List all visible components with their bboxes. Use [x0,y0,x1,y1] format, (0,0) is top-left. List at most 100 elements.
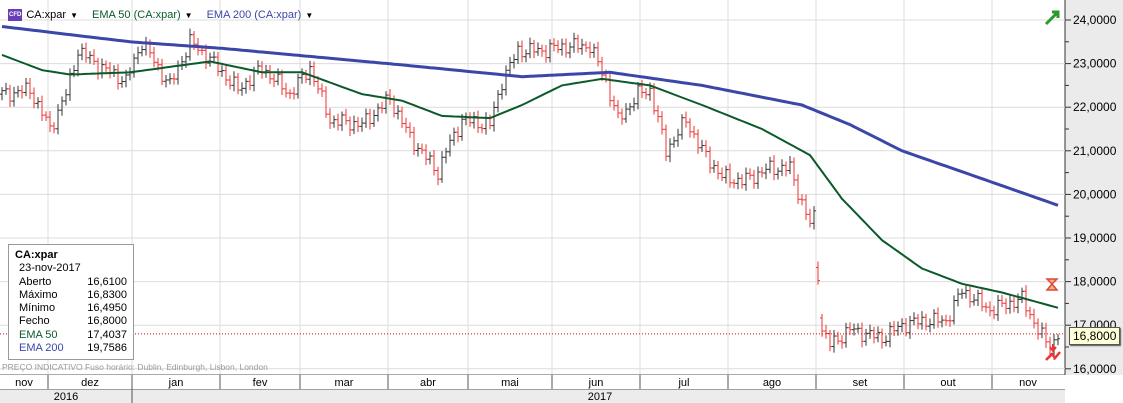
ohlc-bar [172,73,176,85]
info-label: EMA 50 [19,328,58,341]
ohlc-bar [956,288,960,307]
month-label: mar [335,377,354,389]
month-label: mai [501,377,519,389]
ohlc-bar [344,108,348,125]
ohlc-bar [928,318,932,333]
ohlc-bar [628,102,632,116]
dropdown-arrow-icon[interactable]: ▼ [70,11,79,20]
ohlc-bar [652,83,656,115]
ohlc-bar [520,40,524,63]
ohlc-bar [548,39,552,63]
ohlc-bar [908,315,912,339]
ohlc-bar [372,109,376,128]
ohlc-bar [540,44,544,57]
ohlc-bar [876,326,880,343]
ohlc-bar [1020,287,1024,304]
ohlc-bar [212,51,216,64]
ohlc-bar [656,105,660,123]
ohlc-bar [288,89,292,99]
ohlc-bar [984,302,988,313]
ema200-selector[interactable]: EMA 200 (CA:xpar) ▼ [207,9,314,21]
month-label: out [940,377,955,389]
ohlc-bar [240,82,244,96]
ohlc-bar [208,52,212,67]
ohlc-bar [668,138,672,163]
ohlc-bar [712,159,716,173]
dropdown-arrow-icon[interactable]: ▼ [305,11,314,21]
ohlc-bar [616,99,620,119]
ohlc-bar [848,322,852,335]
dropdown-arrow-icon[interactable]: ▼ [184,11,193,21]
ohlc-bar [444,147,448,164]
ohlc-bar [296,73,300,99]
ohlc-bar [736,172,740,190]
price-axis-bg [1065,0,1123,375]
ohlc-bar [1000,294,1004,308]
ohlc-bar [328,108,332,130]
ohlc-bar [868,324,872,339]
ohlc-bar [556,40,560,54]
y-tick-label: 16,0000 [1073,362,1117,376]
ohlc-bar [460,114,464,141]
down-arrow-icon [1049,344,1057,353]
symbol-selector[interactable]: CFD CA:xpar ▼ [8,9,79,22]
ohlc-bar [80,43,84,61]
ohlc-bar [416,142,420,157]
ohlc-bar [72,65,76,78]
month-label: set [853,377,868,389]
ohlc-bar [644,88,648,100]
ohlc-bar [700,139,704,152]
ohlc-bar [564,38,568,58]
ohlc-bar [924,313,928,331]
ohlc-bar [512,54,516,69]
ohlc-bar [404,117,408,133]
y-tick-label: 24,0000 [1073,13,1117,27]
ohlc-bar [388,88,392,105]
month-row-bg [0,375,1065,389]
ohlc-bar [824,324,828,339]
ohlc-bar [792,157,796,186]
info-row: Aberto 16,6100 [15,276,127,289]
ohlc-bar [436,166,440,186]
ohlc-bar [448,134,452,157]
ohlc-bar [1032,308,1036,329]
ohlc-bar [480,123,484,134]
ohlc-bar [812,206,816,230]
ohlc-bar [224,64,228,86]
ohlc-bar [336,113,340,131]
ohlc-bar [660,111,664,135]
ohlc-bar [948,315,952,327]
ohlc-bar [720,167,724,182]
ohlc-bar [164,75,168,88]
chart-legend: CFD CA:xpar ▼ EMA 50 (CA:xpar) ▼ EMA 200 (C… [8,9,314,22]
ohlc-bar [400,106,404,128]
ohlc-bar [768,156,772,174]
ohlc-bar [764,163,768,180]
ohlc-bar [92,49,96,65]
ohlc-bar [36,97,40,109]
ohlc-bar [808,208,812,228]
info-row: Mínimo 16,4950 [15,302,127,315]
ohlc-bar [12,86,16,107]
ohlc-bar [664,124,668,162]
ohlc-bar [396,105,400,120]
y-tick-label: 21,0000 [1073,144,1117,158]
info-label: Aberto [19,275,52,288]
ohlc-bar [464,112,468,126]
ohlc-bar [160,58,164,86]
info-row: Máximo 16,8300 [15,289,127,302]
month-label: jul [677,377,689,389]
ohlc-bar [308,60,312,86]
ohlc-bar [504,65,508,96]
ohlc-bar [32,87,36,109]
ohlc-bar [536,42,540,56]
info-value: 16,6100 [87,275,127,288]
ohlc-bar [688,118,692,138]
ohlc-bar [752,169,756,189]
last-price-label: 16,8000 [1069,327,1121,345]
ohlc-bar [728,163,732,188]
ohlc-bar [584,41,588,53]
ohlc-bar [840,335,844,349]
ema50-selector[interactable]: EMA 50 (CA:xpar) ▼ [92,9,193,21]
